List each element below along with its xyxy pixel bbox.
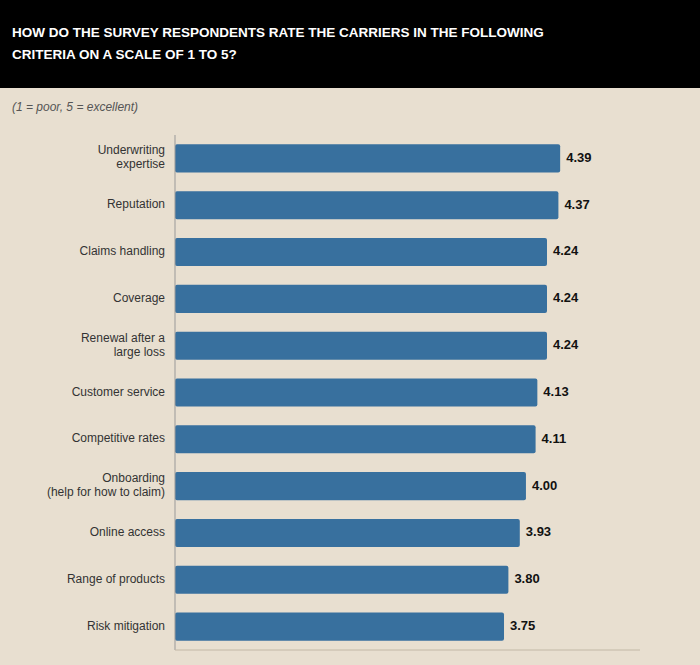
bar xyxy=(175,472,526,500)
labels: 4.39 Underwritingexpertise 4.37 Reputation 4… xyxy=(47,144,592,633)
category-label: Renewal after alarge loss xyxy=(81,331,165,359)
data-label: 4.24 xyxy=(553,337,579,352)
text-line: Competitive rates xyxy=(72,431,165,445)
category-label: Underwritingexpertise xyxy=(98,144,166,172)
bar xyxy=(175,332,547,360)
bar xyxy=(175,238,547,266)
bar xyxy=(175,285,547,313)
text-line: Renewal after a xyxy=(81,331,165,345)
category-label: Claims handling xyxy=(80,244,165,258)
category-label: Customer service xyxy=(72,385,166,399)
text-line: Customer service xyxy=(72,385,166,399)
category-label: Competitive rates xyxy=(72,431,165,445)
text-line: HOW DO THE SURVEY RESPONDENTS RATE THE C… xyxy=(12,25,544,40)
chart-container: HOW DO THE SURVEY RESPONDENTS RATE THE C… xyxy=(0,0,700,665)
text-line: Online access xyxy=(90,525,165,539)
bars xyxy=(175,144,560,640)
category-label: Reputation xyxy=(107,197,165,211)
text-line: Reputation xyxy=(107,197,165,211)
text-line: CRITERIA ON A SCALE OF 1 TO 5? xyxy=(12,47,237,62)
category-label: Coverage xyxy=(113,291,165,305)
data-label: 4.39 xyxy=(566,150,591,165)
subtitle: (1 = poor, 5 = excellent) xyxy=(12,100,138,114)
bar xyxy=(175,613,504,641)
bar xyxy=(175,144,560,172)
title-background xyxy=(0,0,700,88)
category-label: Risk mitigation xyxy=(87,619,165,633)
data-label: 4.11 xyxy=(542,431,567,446)
bar xyxy=(175,519,520,547)
title: HOW DO THE SURVEY RESPONDENTS RATE THE C… xyxy=(12,25,544,62)
bar xyxy=(175,566,508,594)
text-line: Risk mitigation xyxy=(87,619,165,633)
category-label: Onboarding(help for how to claim) xyxy=(47,471,165,499)
data-label: 4.24 xyxy=(553,290,579,305)
text-line: Onboarding xyxy=(102,471,165,485)
data-label: 4.37 xyxy=(564,197,589,212)
background xyxy=(0,0,700,665)
text-line: Underwriting xyxy=(98,144,165,158)
bar xyxy=(175,425,536,453)
category-label: Range of products xyxy=(67,572,165,586)
text-line: Claims handling xyxy=(80,244,165,258)
bar xyxy=(175,191,558,219)
text-line: (help for how to claim) xyxy=(47,485,165,499)
data-label: 4.24 xyxy=(553,243,579,258)
data-label: 3.80 xyxy=(514,571,539,586)
x-axis-line xyxy=(175,650,640,651)
text-line: expertise xyxy=(116,158,165,172)
category-label: Online access xyxy=(90,525,165,539)
text-line: Range of products xyxy=(67,572,165,586)
bar xyxy=(175,378,537,406)
data-label: 3.93 xyxy=(526,524,551,539)
chart-svg: HOW DO THE SURVEY RESPONDENTS RATE THE C… xyxy=(0,0,700,665)
text-line: large loss xyxy=(114,345,165,359)
text-line: Coverage xyxy=(113,291,165,305)
zero-line xyxy=(175,135,176,650)
data-label: 3.75 xyxy=(510,618,535,633)
data-label: 4.13 xyxy=(543,384,568,399)
data-label: 4.00 xyxy=(532,478,557,493)
